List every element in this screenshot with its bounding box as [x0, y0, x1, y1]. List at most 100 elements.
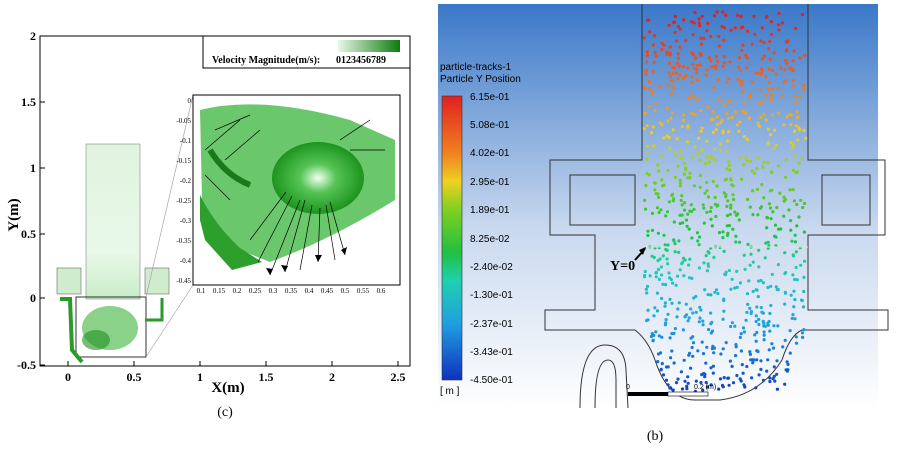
particle	[774, 143, 778, 147]
particle	[762, 330, 766, 334]
particle	[745, 292, 750, 296]
particle	[665, 134, 669, 138]
particle	[782, 214, 786, 218]
particle	[769, 217, 773, 221]
particle	[686, 381, 690, 385]
particle	[766, 358, 770, 362]
particle	[709, 311, 713, 315]
particle	[772, 365, 776, 369]
particle	[712, 85, 716, 90]
particle	[774, 285, 778, 289]
particle	[645, 171, 649, 176]
inset-x-tick: 0.25	[249, 287, 262, 295]
particle	[790, 316, 794, 320]
particle	[705, 180, 709, 184]
particle	[740, 79, 744, 83]
panel-c-caption: (c)	[217, 405, 233, 420]
particle	[695, 78, 699, 82]
particle	[721, 129, 725, 133]
particle	[670, 301, 674, 305]
particle	[666, 262, 670, 266]
particle	[769, 99, 773, 103]
particle	[706, 262, 710, 266]
particle	[767, 348, 771, 352]
particle	[742, 101, 747, 105]
particle	[653, 109, 657, 113]
scale-end: 0.2 (m)	[694, 384, 716, 391]
particle	[685, 140, 689, 144]
particle	[651, 125, 655, 129]
particle	[675, 154, 679, 158]
particle	[793, 153, 797, 157]
particle	[779, 227, 783, 231]
particle	[743, 267, 747, 271]
particle	[654, 330, 658, 334]
particle	[667, 271, 671, 275]
particle	[689, 366, 693, 370]
particle	[781, 345, 785, 349]
particle	[766, 140, 770, 144]
particle	[732, 197, 736, 202]
particle	[768, 376, 772, 380]
particle	[725, 214, 730, 218]
particle	[769, 284, 773, 288]
particle	[671, 79, 675, 83]
particle	[728, 168, 732, 172]
particle	[683, 379, 687, 383]
particle	[678, 27, 682, 31]
particle	[733, 210, 737, 214]
particle	[802, 83, 806, 88]
particle	[666, 106, 670, 110]
particle	[776, 164, 781, 168]
particle	[745, 159, 749, 163]
particle	[673, 30, 677, 35]
particle	[679, 370, 683, 374]
inset-y-tick: -0.05	[176, 117, 191, 125]
inset-x-tick: 0.35	[285, 287, 298, 295]
particle	[772, 51, 776, 55]
particle	[666, 383, 670, 387]
particle	[642, 273, 647, 277]
x-tick-label: 2	[329, 370, 335, 384]
particle	[771, 346, 776, 350]
particle	[791, 313, 795, 317]
particle	[784, 78, 788, 82]
particle	[721, 64, 725, 68]
particle	[789, 123, 793, 127]
particle	[802, 289, 806, 294]
particle	[698, 235, 702, 239]
particle	[674, 71, 679, 75]
particle	[680, 125, 684, 129]
particle	[733, 324, 737, 328]
particle	[769, 20, 773, 24]
particle	[661, 254, 665, 258]
particle	[709, 293, 713, 297]
inset-x-ticks: 0.1 0.15 0.2 0.25 0.3 0.35 0.4 0.45 0.5 …	[197, 287, 386, 295]
particle	[784, 58, 788, 63]
particle	[802, 328, 806, 332]
particle	[721, 10, 725, 14]
particle	[690, 345, 694, 350]
particle	[745, 29, 750, 33]
particle	[700, 42, 704, 46]
particle	[800, 298, 804, 302]
particle	[776, 87, 780, 91]
particle	[801, 335, 805, 339]
particle	[793, 129, 797, 133]
particle	[741, 25, 745, 29]
particle	[789, 66, 793, 70]
particle	[659, 154, 663, 158]
particle	[756, 156, 760, 160]
particle	[794, 26, 798, 30]
y-zero-annotation: Y=0	[610, 259, 635, 274]
particle	[788, 351, 792, 355]
particle	[656, 163, 660, 167]
particle	[791, 78, 795, 82]
colorbar-gradient	[441, 95, 463, 381]
particle	[709, 331, 713, 335]
particle	[657, 210, 661, 215]
particle	[645, 284, 650, 288]
particle	[721, 317, 725, 321]
particle	[770, 68, 775, 73]
particle	[723, 103, 727, 107]
